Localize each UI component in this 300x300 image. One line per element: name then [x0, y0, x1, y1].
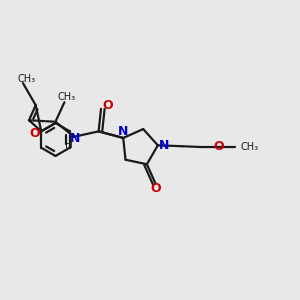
Text: CH₃: CH₃	[18, 74, 36, 84]
Text: CH₃: CH₃	[58, 92, 76, 103]
Text: CH₃: CH₃	[241, 142, 259, 152]
Text: H: H	[65, 140, 73, 150]
Text: O: O	[29, 127, 40, 140]
Text: N: N	[117, 125, 128, 139]
Text: O: O	[213, 140, 224, 153]
Text: N: N	[159, 139, 169, 152]
Text: O: O	[102, 99, 113, 112]
Text: O: O	[151, 182, 161, 195]
Text: N: N	[70, 132, 81, 145]
